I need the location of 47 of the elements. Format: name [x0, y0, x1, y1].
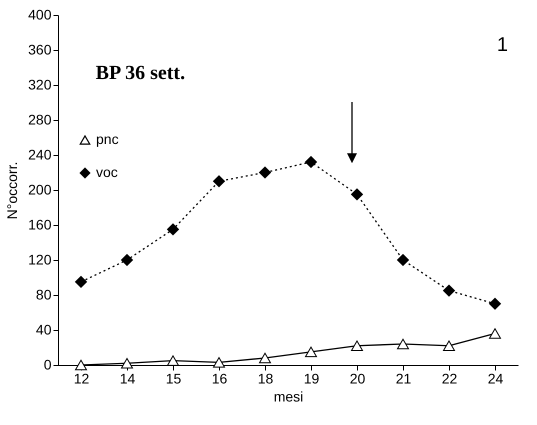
x-tick-label: 20: [350, 370, 366, 386]
point: [351, 188, 363, 200]
point: [121, 358, 133, 368]
x-axis-title: mesi: [274, 388, 304, 404]
y-tick-label: 200: [28, 182, 52, 198]
legend-label: voc: [96, 164, 118, 180]
x-tick-label: 21: [396, 370, 412, 386]
point: [259, 352, 271, 364]
x-tick-label: 24: [488, 370, 504, 386]
point: [351, 340, 363, 351]
point: [305, 156, 317, 168]
x-tick-label: 15: [166, 370, 182, 386]
x-tick-label: 16: [212, 370, 228, 386]
point: [75, 276, 87, 288]
point: [213, 357, 225, 368]
point: [443, 340, 455, 351]
annotation: 1: [496, 34, 508, 56]
y-tick-label: 280: [28, 112, 52, 128]
y-tick-label: 320: [28, 76, 52, 92]
point: [167, 223, 179, 236]
point: [397, 338, 409, 350]
point: [259, 166, 271, 178]
point: [489, 298, 501, 310]
point: [489, 328, 501, 339]
point: [213, 175, 225, 188]
x-tick-label: 19: [304, 370, 320, 386]
y-tick-label: 360: [28, 42, 52, 58]
point: [397, 254, 409, 266]
y-tick-label: 80: [36, 286, 52, 302]
x-tick-label: 12: [74, 370, 90, 386]
point: [443, 284, 455, 297]
legend-label: pnc: [96, 131, 119, 147]
x-tick-label: 18: [258, 370, 274, 386]
text: BP 36 sett.: [96, 62, 186, 84]
x-tick-label: 14: [120, 370, 136, 386]
y-tick-label: 160: [28, 216, 52, 232]
y-tick-label: 40: [36, 322, 52, 338]
y-tick-label: 240: [28, 146, 52, 162]
y-tick-label: 120: [28, 252, 52, 268]
y-axis-title: N°occorr.: [4, 162, 20, 220]
point: [167, 355, 179, 366]
point: [75, 360, 87, 370]
y-tick-label: 400: [28, 6, 52, 22]
x-tick-label: 22: [442, 370, 458, 386]
point: [121, 254, 133, 266]
y-tick-label: 0: [44, 356, 52, 372]
point: [305, 346, 317, 358]
